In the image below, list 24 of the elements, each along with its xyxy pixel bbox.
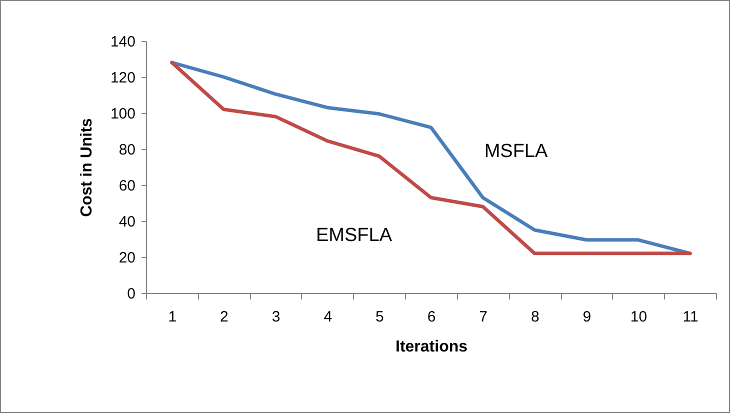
- y-tick-label: 140: [110, 34, 136, 50]
- y-tick-label: 60: [118, 178, 136, 194]
- x-tick-label: 10: [630, 308, 648, 326]
- y-tick-label: 20: [118, 250, 136, 266]
- y-tick-label: 40: [118, 214, 136, 230]
- y-tick-label: 120: [110, 70, 136, 86]
- y-tick-label: 80: [118, 142, 136, 158]
- x-tick-label: 11: [682, 308, 698, 326]
- series-label: MSFLA: [484, 141, 548, 162]
- x-tick-label: 3: [272, 308, 280, 326]
- x-tick-label: 7: [479, 308, 488, 326]
- x-tick-label: 8: [530, 308, 540, 326]
- x-tick-label: 2: [220, 308, 228, 326]
- x-tick-label: 5: [376, 308, 384, 326]
- text: EMSFLA: [316, 225, 392, 246]
- x-axis-title: Iterations: [395, 338, 468, 356]
- y-tick-label: 0: [127, 286, 136, 302]
- y-tick-label: 100: [110, 106, 136, 122]
- x-tick-label: 1: [168, 308, 177, 326]
- x-tick-label: 4: [324, 308, 332, 326]
- line-series: [170, 60, 692, 256]
- x-tick-label: 9: [582, 308, 592, 326]
- y-axis-title: Cost in Units: [78, 118, 96, 217]
- x-tick-label: 6: [427, 308, 436, 326]
